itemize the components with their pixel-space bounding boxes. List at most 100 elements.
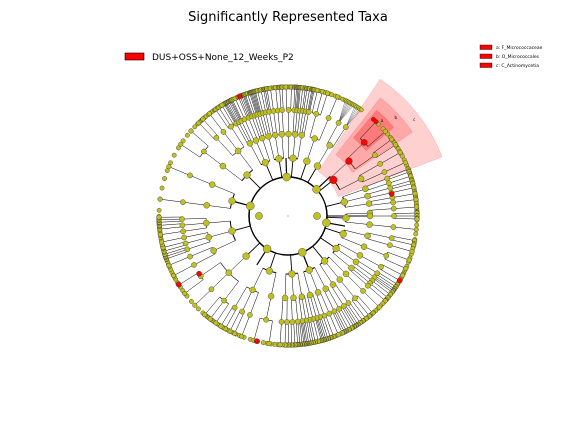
tree-branch bbox=[225, 308, 237, 329]
tree-branch bbox=[345, 106, 357, 128]
taxa-legend-label-b: b: O_Micrococcales bbox=[496, 54, 540, 60]
tree-branch bbox=[284, 321, 286, 345]
tree-branch bbox=[375, 275, 395, 290]
taxon-node bbox=[390, 224, 397, 230]
tree-branch bbox=[290, 321, 292, 345]
tree-branch bbox=[253, 91, 261, 114]
taxon-node bbox=[180, 199, 186, 205]
significant-taxon-node bbox=[388, 191, 395, 197]
tree-branch bbox=[223, 103, 236, 125]
taxon-node bbox=[321, 257, 329, 265]
clade-label-a: a bbox=[381, 118, 384, 123]
taxon-node bbox=[176, 145, 181, 151]
tree-branch bbox=[209, 113, 224, 133]
tree-branch bbox=[301, 296, 307, 321]
taxon-node bbox=[413, 231, 419, 237]
taxon-node bbox=[414, 222, 420, 228]
tree-branch bbox=[236, 123, 249, 145]
tree-branch bbox=[159, 220, 183, 223]
tree-branch bbox=[354, 298, 370, 317]
tree-branch bbox=[200, 262, 221, 277]
tree-branch bbox=[307, 89, 313, 112]
taxa-legend-label-c: c: C_Actinomycetia bbox=[496, 63, 539, 69]
tree-branch bbox=[189, 175, 213, 185]
tree-branch bbox=[257, 90, 264, 114]
highlight-wedge-b bbox=[335, 97, 413, 173]
tree-branch bbox=[364, 178, 388, 188]
tree-branch bbox=[237, 150, 253, 171]
tree-branch bbox=[296, 87, 299, 111]
tree-branch bbox=[213, 240, 236, 251]
taxon-node bbox=[159, 239, 165, 245]
tree-branch bbox=[323, 289, 335, 312]
group-legend-label: DUS+OSS+None_12_Weeks_P2 bbox=[152, 53, 294, 63]
tree-branch bbox=[351, 267, 371, 284]
tree-branch bbox=[360, 121, 377, 139]
taxon-node bbox=[374, 270, 381, 277]
tree-branch bbox=[367, 192, 392, 199]
tree-branch bbox=[341, 237, 365, 247]
taxon-node bbox=[389, 136, 395, 142]
taxon-node bbox=[362, 185, 369, 193]
taxon-node bbox=[342, 124, 349, 130]
tree-branch bbox=[299, 87, 303, 111]
tree-branch bbox=[260, 89, 267, 113]
taxon-node bbox=[303, 157, 311, 165]
taxon-node bbox=[383, 252, 390, 259]
tree-branch bbox=[268, 320, 273, 344]
tree-branch bbox=[315, 318, 322, 341]
taxon-node bbox=[263, 316, 269, 323]
tree-edges bbox=[159, 87, 417, 346]
tree-branch bbox=[187, 241, 211, 250]
taxon-node bbox=[246, 201, 255, 211]
tree-branch bbox=[281, 87, 284, 111]
taxon-node bbox=[387, 185, 394, 191]
taxon-node bbox=[191, 262, 197, 268]
significant-taxon-node bbox=[329, 175, 338, 184]
tree-branch bbox=[369, 202, 394, 206]
tree-branch bbox=[326, 122, 339, 145]
tree-branch bbox=[352, 265, 373, 281]
tree-branch bbox=[346, 142, 365, 160]
tree-branch bbox=[163, 244, 187, 252]
tree-branch bbox=[165, 249, 188, 257]
taxon-node bbox=[336, 276, 343, 283]
taxa-legend: a: F_Micrococcaceae b: O_Micrococcales c… bbox=[479, 44, 543, 69]
tree-branch bbox=[373, 278, 393, 293]
taxon-node bbox=[348, 264, 355, 272]
tree-branch bbox=[244, 94, 254, 117]
tree-branch bbox=[338, 101, 347, 123]
tree-branch bbox=[362, 290, 380, 308]
taxon-node bbox=[312, 185, 321, 194]
taxon-node bbox=[345, 300, 352, 306]
tree-branch bbox=[203, 151, 224, 167]
tree-branch bbox=[270, 272, 277, 297]
tree-branch bbox=[265, 112, 272, 136]
tree-branch bbox=[251, 116, 261, 139]
tree-branch bbox=[367, 285, 386, 302]
taxon-node bbox=[213, 135, 220, 141]
taxon-node bbox=[206, 111, 212, 117]
tree-branch bbox=[297, 321, 301, 345]
tree-branch bbox=[369, 224, 394, 228]
tree-branch bbox=[359, 255, 382, 268]
root-node bbox=[287, 215, 289, 217]
tree-branch bbox=[387, 171, 410, 180]
tree-branch bbox=[309, 294, 317, 319]
tree-branch bbox=[202, 118, 219, 137]
taxon-node bbox=[188, 299, 194, 304]
tree-branch bbox=[309, 113, 317, 138]
tree-branch bbox=[356, 260, 378, 274]
tree-branch bbox=[254, 115, 263, 139]
tree-branch bbox=[392, 193, 416, 198]
taxon-node bbox=[313, 162, 322, 170]
taxon-node bbox=[397, 149, 403, 155]
tree-branch bbox=[281, 110, 284, 135]
tree-branch bbox=[306, 320, 312, 344]
taxon-node bbox=[234, 147, 242, 155]
tree-branch bbox=[303, 88, 308, 112]
tree-branch bbox=[380, 152, 401, 165]
taxon-node bbox=[352, 295, 358, 301]
taxon-node bbox=[179, 222, 186, 229]
tree-branch bbox=[216, 137, 233, 156]
